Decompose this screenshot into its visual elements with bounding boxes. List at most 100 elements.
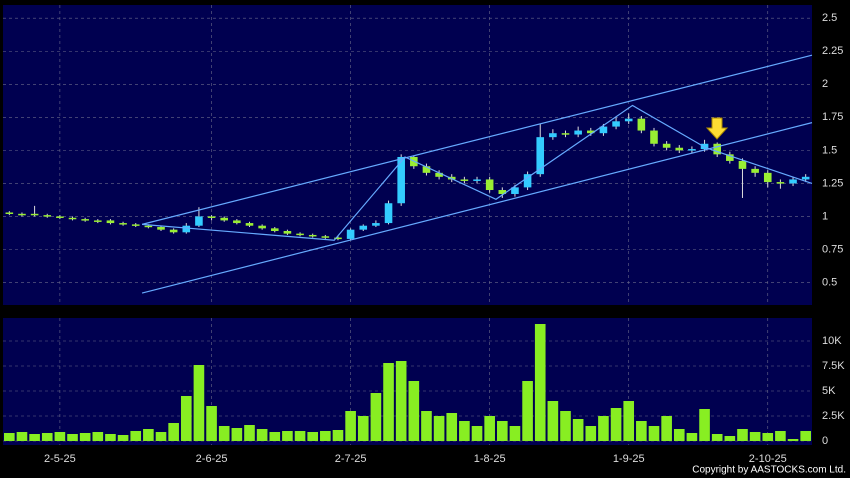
candle-body <box>207 216 216 218</box>
trend-line <box>141 54 813 225</box>
y-tick-label: 1.25 <box>822 177 843 189</box>
y-tick-label: 1.75 <box>822 111 843 123</box>
volume-bar <box>800 431 811 441</box>
volume-bar <box>762 433 774 441</box>
candle-body <box>56 216 64 218</box>
volume-bar <box>345 411 356 441</box>
candle-body <box>245 223 254 226</box>
candle-body <box>599 126 608 134</box>
volume-bar <box>610 408 622 441</box>
candle-body <box>586 130 595 134</box>
volume-bar <box>357 416 369 441</box>
candle-body <box>182 225 191 233</box>
candle-body <box>511 187 519 194</box>
volume-bar <box>522 381 533 441</box>
volume-bar <box>256 429 268 441</box>
volume-bar <box>787 439 799 441</box>
volume-bar <box>269 432 281 441</box>
candle-body <box>321 236 330 238</box>
volume-bar <box>193 365 205 441</box>
candle-body <box>498 190 507 194</box>
volume-bar <box>130 431 142 441</box>
volume-bar <box>775 431 786 441</box>
x-tick-label: 2-7-25 <box>335 453 367 465</box>
volume-bar <box>155 432 167 441</box>
y-tick-label: 2 <box>822 78 828 90</box>
candle-body <box>43 215 52 217</box>
volume-bar <box>585 426 597 441</box>
candle-body <box>561 133 570 135</box>
x-tick-label: 2-5-25 <box>44 453 76 465</box>
candle-body <box>549 133 557 138</box>
volume-bar <box>547 401 559 441</box>
volume-bar <box>395 361 407 441</box>
volume-bar <box>724 436 736 441</box>
arrow-marker <box>705 117 729 140</box>
candle-body <box>713 143 721 155</box>
volume-bar <box>244 425 255 441</box>
volume-bar <box>41 433 53 441</box>
x-tick-label: 1-9-25 <box>613 453 645 465</box>
volume-bar <box>105 434 116 441</box>
candle-body <box>270 228 279 231</box>
volume-bar <box>4 433 15 441</box>
candle-body <box>68 217 77 220</box>
candle-body <box>650 130 658 144</box>
volume-bar <box>67 434 78 441</box>
trend-line <box>141 104 813 241</box>
volume-bar <box>168 423 179 441</box>
candle-body <box>258 225 266 229</box>
candle-body <box>612 121 620 127</box>
volume-bar <box>534 324 546 441</box>
volume-bar <box>282 431 293 441</box>
volume-bar <box>180 396 192 441</box>
candle-body <box>5 212 14 214</box>
candle-body <box>751 168 759 173</box>
volume-bar <box>79 433 91 441</box>
volume-bar <box>307 432 319 441</box>
candle-body <box>106 220 115 224</box>
candle-body <box>131 224 140 226</box>
volume-bar <box>231 428 243 441</box>
volume-bar <box>648 426 660 441</box>
volume-bar <box>16 432 28 441</box>
volume-bar <box>206 406 217 441</box>
volume-bar <box>484 416 495 441</box>
candle-body <box>738 160 747 169</box>
volume-bar <box>572 419 584 441</box>
volume-bar <box>218 426 230 441</box>
volume-bar <box>737 429 748 441</box>
volume-bar <box>370 393 382 441</box>
candle-body <box>473 179 481 181</box>
candle-body <box>195 216 203 226</box>
volume-bar <box>699 409 710 441</box>
y2-tick-label: 7.5K <box>822 360 845 372</box>
candle-body <box>637 118 646 131</box>
candle-body <box>359 225 368 230</box>
candle-body <box>460 179 469 181</box>
volume-panel <box>3 318 812 445</box>
candle-body <box>119 223 127 225</box>
volume-bar <box>143 429 154 441</box>
candle-body <box>334 237 342 240</box>
volume-bar <box>332 430 344 441</box>
y-tick-label: 1.5 <box>822 144 837 156</box>
candle-body <box>372 223 380 226</box>
candle-body <box>94 220 102 222</box>
candle-body <box>675 147 684 151</box>
volume-bar <box>673 429 685 441</box>
price-panel <box>3 5 812 305</box>
candle-body <box>18 213 26 216</box>
candle-body <box>726 154 734 161</box>
volume-bar <box>92 432 104 441</box>
volume-bar <box>320 431 331 441</box>
volume-bar <box>636 421 647 441</box>
trend-line <box>141 122 813 294</box>
candle-body <box>308 234 317 237</box>
candle-body <box>384 203 393 224</box>
volume-bar <box>421 411 432 441</box>
candle-body <box>763 172 772 183</box>
y2-tick-label: 0 <box>822 435 828 447</box>
volume-bar <box>623 401 635 441</box>
